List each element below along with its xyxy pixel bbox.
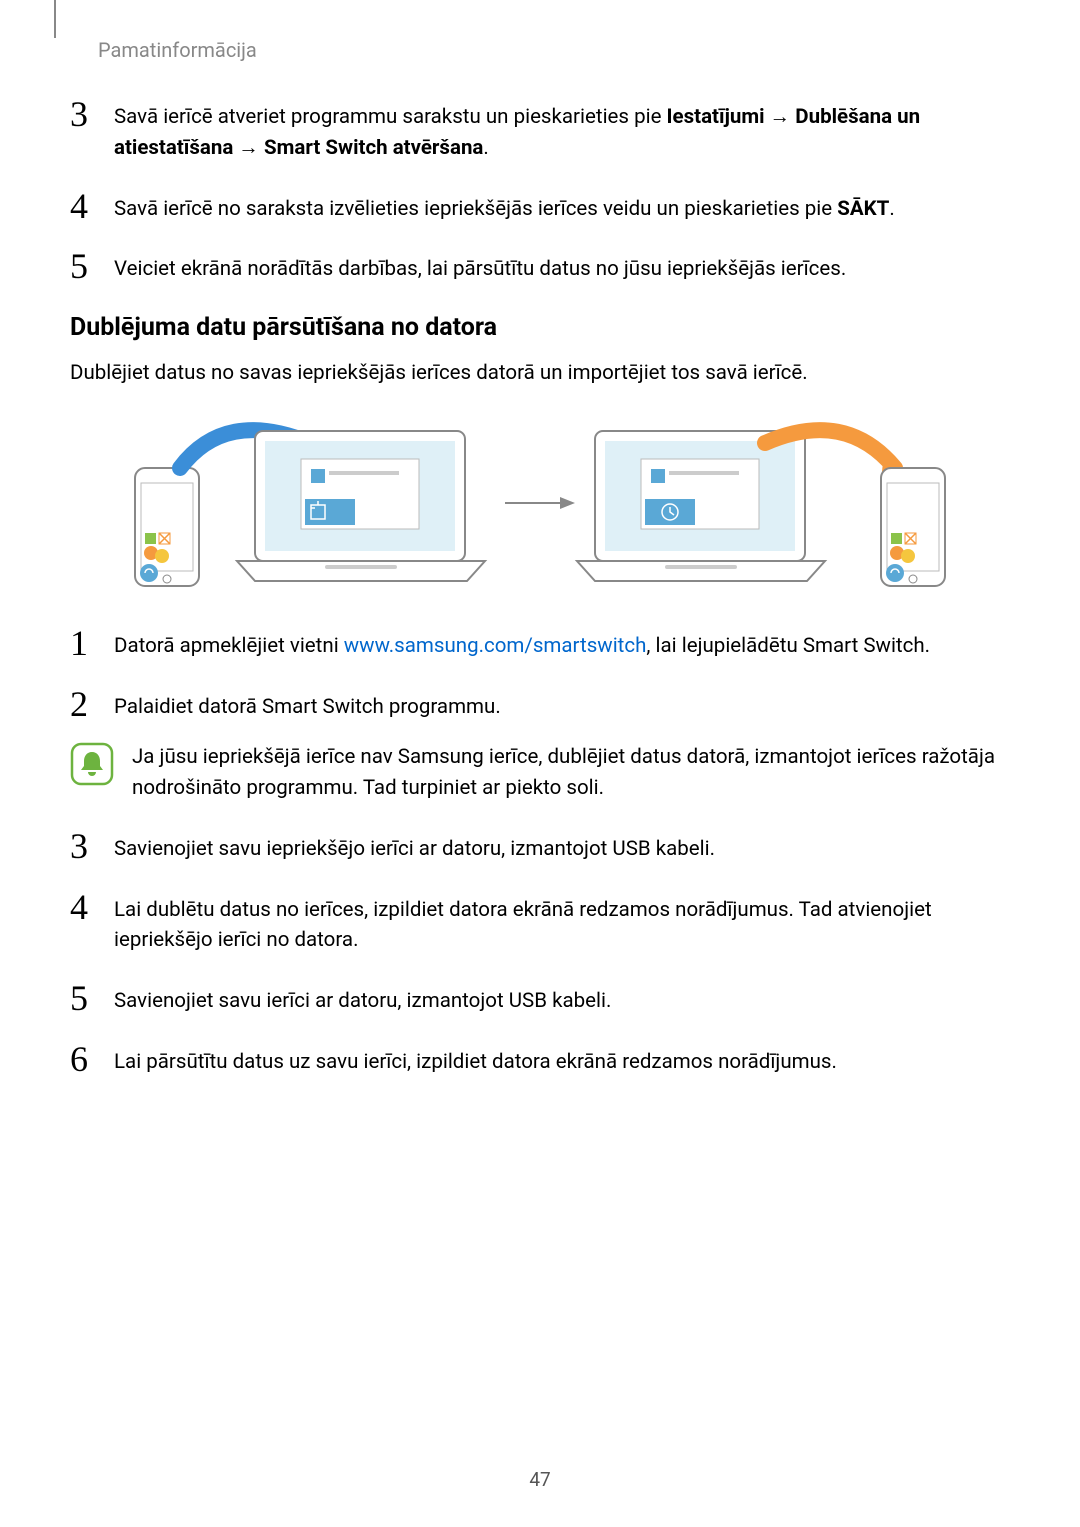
step-number: 2	[70, 686, 114, 722]
step-item: 3Savā ierīcē atveriet programmu sarakstu…	[70, 100, 1010, 164]
note-text: Ja jūsu iepriekšējā ierīce nav Samsung i…	[132, 742, 1010, 804]
step-number: 4	[70, 889, 114, 925]
step-text: Lai dublētu datus no ierīces, izpildiet …	[114, 893, 1010, 957]
step-item: 1Datorā apmeklējiet vietni www.samsung.c…	[70, 629, 1010, 662]
step-item: 5Savienojiet savu ierīci ar datoru, izma…	[70, 984, 1010, 1017]
step-text: Lai pārsūtītu datus uz savu ierīci, izpi…	[114, 1045, 837, 1078]
note-callout: Ja jūsu iepriekšējā ierīce nav Samsung i…	[70, 742, 1010, 804]
step-number: 3	[70, 828, 114, 864]
intro-text: Dublējiet datus no savas iepriekšējās ie…	[70, 358, 1010, 389]
note-bell-icon	[70, 742, 114, 786]
step-text: Palaidiet datorā Smart Switch programmu.	[114, 690, 501, 723]
step-text: Savā ierīcē atveriet programmu sarakstu …	[114, 100, 1010, 164]
backup-transfer-figure	[70, 413, 1010, 593]
step-item: 5Veiciet ekrānā norādītās darbības, lai …	[70, 252, 1010, 285]
subheading: Dublējuma datu pārsūtīšana no datora	[70, 313, 1010, 342]
step-text: Datorā apmeklējiet vietni www.samsung.co…	[114, 629, 930, 662]
step-text: Veiciet ekrānā norādītās darbības, lai p…	[114, 252, 846, 285]
smartswitch-link[interactable]: www.samsung.com/smartswitch	[344, 634, 647, 658]
main-content: 3 Savā ierīcē atveriet programmu sarakstu…	[70, 100, 1010, 1106]
step-number: 5	[70, 980, 114, 1016]
step-text: Savienojiet savu ierīci ar datoru, izman…	[114, 984, 611, 1017]
step-number: 5	[70, 248, 114, 284]
step-number: 4	[70, 188, 114, 224]
step-item: 6Lai pārsūtītu datus uz savu ierīci, izp…	[70, 1045, 1010, 1078]
step-item: 3Savienojiet savu iepriekšējo ierīci ar …	[70, 832, 1010, 865]
step-text: Savienojiet savu iepriekšējo ierīci ar d…	[114, 832, 715, 865]
step-text: Savā ierīcē no saraksta izvēlieties iepr…	[114, 192, 895, 225]
step-number: 6	[70, 1041, 114, 1077]
page-number: 47	[0, 1468, 1080, 1491]
step-item: 4Lai dublētu datus no ierīces, izpildiet…	[70, 893, 1010, 957]
step-number: 1	[70, 625, 114, 661]
step-item: 2Palaidiet datorā Smart Switch programmu…	[70, 690, 1010, 723]
breadcrumb: Pamatinformācija	[98, 38, 257, 62]
side-bar	[54, 0, 56, 38]
step-number: 3	[70, 96, 114, 132]
transfer-illustration	[125, 413, 955, 593]
step-item: 4Savā ierīcē no saraksta izvēlieties iep…	[70, 192, 1010, 225]
